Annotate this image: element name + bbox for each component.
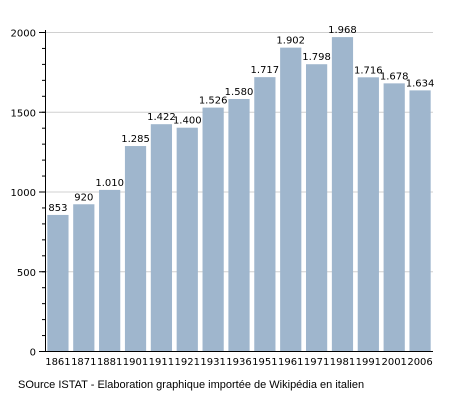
- x-tick-label: 1871: [71, 357, 96, 368]
- bar: [280, 47, 302, 351]
- value-label: 1.285: [121, 134, 150, 145]
- x-axis-ticks: 1861 1871 1881 1901 1911 1921 1931 1936 1951 1961…: [45, 357, 433, 368]
- value-label: 1.422: [147, 112, 176, 123]
- y-axis-ticks: 0 500 1000 1500 2000: [11, 29, 45, 359]
- value-label: 920: [74, 192, 93, 203]
- source-note: SOurce ISTAT - Elaboration graphique imp…: [18, 379, 365, 391]
- bar: [150, 124, 173, 351]
- value-label: 1.634: [406, 78, 435, 89]
- y-tick-label: 0: [30, 348, 36, 359]
- y-tick-label: 1500: [11, 108, 36, 119]
- bar: [305, 64, 328, 352]
- value-label: 1.902: [276, 36, 305, 47]
- y-tick-label: 2000: [11, 29, 36, 40]
- bar: [228, 98, 250, 352]
- value-label: 1.798: [302, 52, 331, 63]
- x-tick-label: 1981: [330, 357, 355, 368]
- value-label: 1.968: [328, 25, 357, 36]
- bar: [331, 37, 354, 351]
- bar: [176, 127, 198, 351]
- x-tick-label: 2006: [407, 357, 432, 368]
- value-label: 853: [48, 203, 67, 214]
- value-label: 1.717: [251, 65, 280, 76]
- x-tick-label: 1901: [123, 357, 148, 368]
- x-tick-label: 1931: [200, 357, 225, 368]
- x-tick-label: 2001: [381, 357, 406, 368]
- x-tick-label: 1991: [356, 357, 381, 368]
- bar: [99, 189, 121, 351]
- bar: [357, 77, 379, 351]
- x-tick-label: 1911: [149, 357, 174, 368]
- bar: [73, 204, 95, 351]
- x-tick-label: 1921: [175, 357, 200, 368]
- bar: [47, 214, 69, 351]
- bar: [383, 83, 405, 351]
- x-tick-label: 1951: [252, 357, 277, 368]
- bars: [47, 37, 431, 352]
- y-tick-label: 1000: [11, 188, 36, 199]
- bar: [409, 90, 431, 351]
- value-label: 1.716: [354, 65, 383, 76]
- bar: [202, 107, 224, 351]
- x-tick-label: 1936: [226, 357, 251, 368]
- x-tick-label: 1971: [304, 357, 329, 368]
- value-label: 1.400: [173, 116, 202, 127]
- y-tick-label: 500: [17, 268, 36, 279]
- x-tick-label: 1861: [45, 357, 70, 368]
- axes: [45, 30, 433, 352]
- bar: [124, 146, 147, 351]
- bar: [254, 77, 276, 352]
- value-label: 1.526: [199, 96, 228, 107]
- value-label: 1.678: [380, 71, 409, 82]
- x-tick-label: 1881: [97, 357, 122, 368]
- value-label: 1.580: [225, 87, 254, 98]
- value-label: 1.010: [95, 178, 124, 189]
- x-tick-label: 1961: [278, 357, 303, 368]
